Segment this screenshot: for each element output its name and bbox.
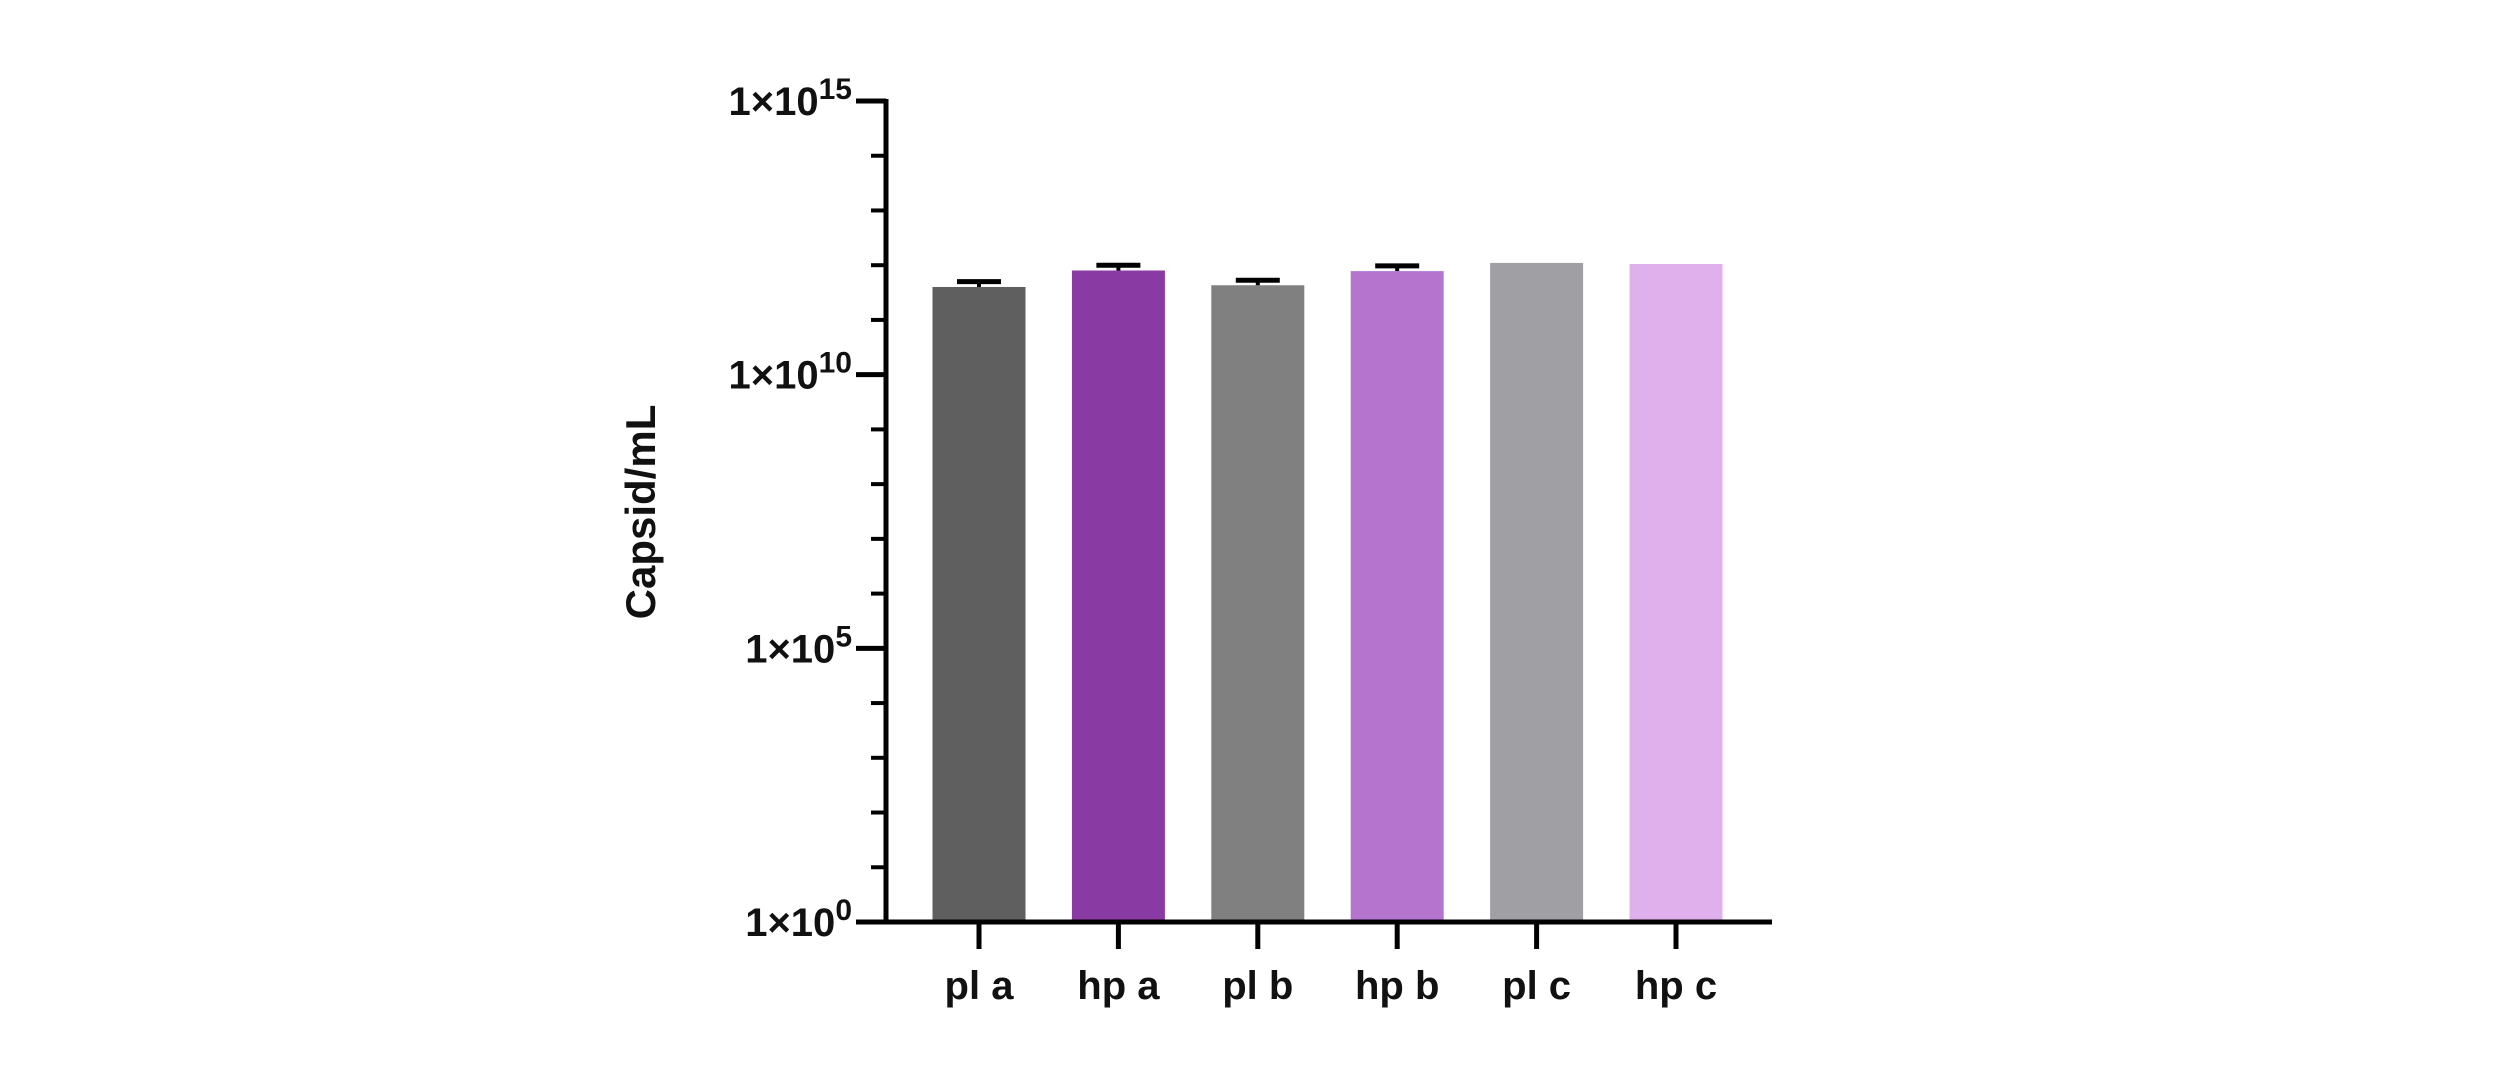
error-bars-layer: [957, 262, 1420, 287]
axes-layer: [856, 98, 1772, 949]
x-tick-label: hp a: [1077, 964, 1160, 1008]
x-tick-label: pl b: [1222, 964, 1293, 1008]
bars-layer: [932, 262, 1723, 923]
y-tick-label: 1×105: [745, 620, 852, 671]
x-tick-label: pl a: [945, 964, 1015, 1008]
x-tick-label: hp c: [1635, 964, 1717, 1008]
bar-pl-c: [1490, 262, 1584, 922]
bar-pl-b: [1211, 285, 1305, 923]
bar-hp-a: [1071, 270, 1165, 922]
x-tick-label: pl c: [1502, 964, 1571, 1008]
y-tick-label: 1×100: [745, 894, 852, 945]
y-axis-label: Capsid/mL: [617, 405, 664, 620]
x-tick-label: hp b: [1355, 964, 1439, 1008]
labels-layer: Capsid/mL pl a hp a pl b hp b pl c hp c 1×100 1…: [617, 73, 1717, 1008]
bar-hp-b: [1350, 271, 1444, 922]
bar-pl-a: [932, 286, 1026, 922]
y-tick-label: 1×1015: [729, 73, 852, 124]
y-tick-label: 1×1010: [729, 347, 852, 398]
bar-hp-c: [1629, 264, 1723, 922]
